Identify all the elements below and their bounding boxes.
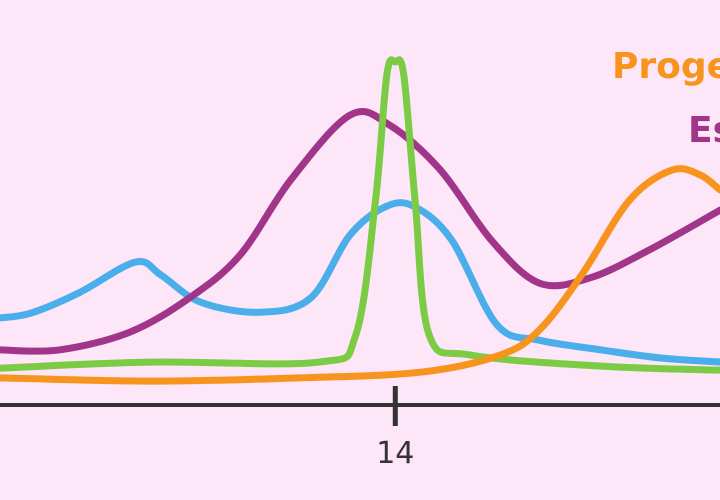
line — [0, 56, 720, 374]
series-label: Proge — [612, 46, 720, 87]
line — [0, 165, 720, 385]
line — [0, 199, 720, 366]
line — [0, 107, 720, 355]
x-tick-label: 14 — [376, 436, 414, 471]
series-label: Es — [688, 110, 720, 151]
